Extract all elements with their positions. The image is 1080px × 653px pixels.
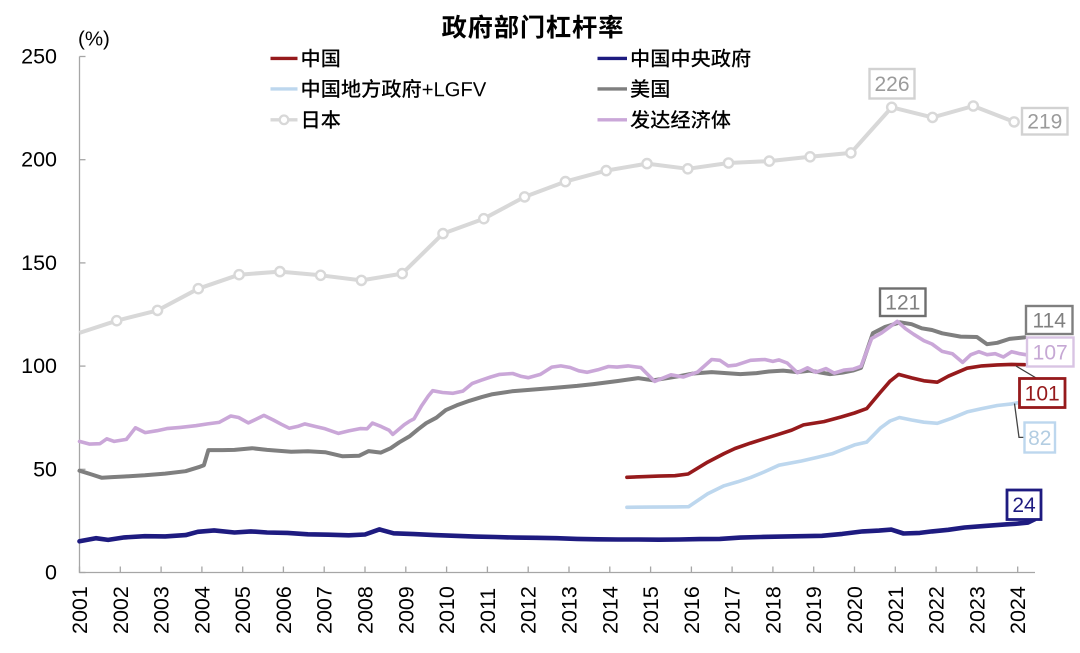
svg-text:200: 200 — [21, 148, 57, 172]
svg-text:2010: 2010 — [435, 586, 459, 634]
svg-text:82: 82 — [1028, 427, 1051, 450]
svg-text:0: 0 — [45, 561, 57, 585]
svg-text:2008: 2008 — [354, 586, 378, 634]
svg-text:226: 226 — [874, 73, 909, 96]
svg-text:2011: 2011 — [476, 588, 500, 634]
svg-text:100: 100 — [21, 354, 57, 378]
svg-text:2007: 2007 — [313, 586, 337, 634]
svg-text:2009: 2009 — [394, 586, 418, 634]
svg-text:250: 250 — [21, 45, 57, 69]
svg-text:2015: 2015 — [639, 586, 663, 634]
svg-text:2006: 2006 — [272, 586, 296, 634]
svg-text:2012: 2012 — [517, 586, 541, 634]
svg-text:2017: 2017 — [721, 586, 745, 634]
svg-text:2001: 2001 — [68, 586, 92, 634]
svg-text:2002: 2002 — [109, 586, 133, 634]
svg-text:2016: 2016 — [680, 586, 704, 634]
svg-text:2020: 2020 — [843, 586, 867, 634]
svg-text:2023: 2023 — [965, 586, 989, 634]
svg-text:2004: 2004 — [190, 586, 214, 634]
svg-text:219: 219 — [1027, 111, 1062, 134]
svg-text:2013: 2013 — [558, 586, 582, 634]
svg-text:50: 50 — [33, 457, 57, 481]
svg-text:2005: 2005 — [231, 586, 255, 634]
svg-text:2019: 2019 — [802, 586, 826, 634]
svg-text:2018: 2018 — [761, 586, 785, 634]
svg-text:150: 150 — [21, 251, 57, 275]
svg-text:2014: 2014 — [598, 586, 622, 634]
svg-text:2024: 2024 — [1006, 586, 1030, 634]
svg-text:101: 101 — [1025, 382, 1060, 405]
svg-text:24: 24 — [1012, 494, 1036, 517]
svg-text:(%): (%) — [78, 28, 110, 51]
svg-text:121: 121 — [885, 292, 920, 315]
svg-text:2003: 2003 — [150, 586, 174, 634]
svg-text:114: 114 — [1032, 309, 1066, 332]
svg-text:107: 107 — [1033, 341, 1068, 364]
svg-text:2021: 2021 — [884, 586, 908, 634]
svg-text:2022: 2022 — [925, 586, 949, 634]
